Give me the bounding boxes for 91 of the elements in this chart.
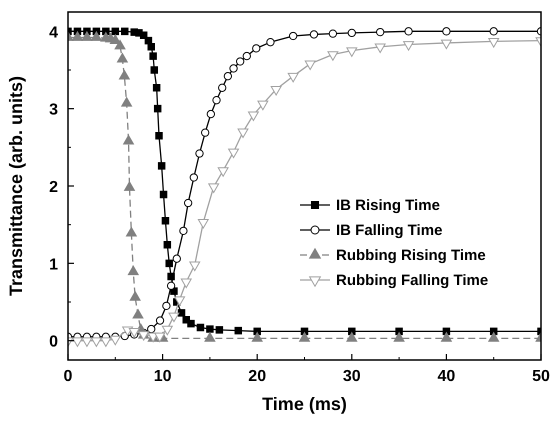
point xyxy=(394,332,405,342)
point xyxy=(130,291,141,301)
point xyxy=(270,86,282,96)
y-tick-label: 3 xyxy=(49,102,58,119)
point xyxy=(179,226,188,235)
point xyxy=(252,44,260,52)
point xyxy=(288,32,298,40)
point xyxy=(140,31,148,39)
point xyxy=(152,84,160,92)
point xyxy=(490,27,498,36)
x-tick-label: 0 xyxy=(64,368,73,385)
x-tick-label: 30 xyxy=(342,368,361,385)
point xyxy=(374,43,386,53)
point xyxy=(162,217,170,225)
point xyxy=(190,173,198,182)
point xyxy=(166,282,176,290)
point xyxy=(304,60,316,70)
point xyxy=(257,100,268,110)
point xyxy=(346,47,358,57)
point xyxy=(348,28,356,38)
point xyxy=(346,332,358,342)
point xyxy=(132,308,144,318)
point xyxy=(266,38,275,46)
point xyxy=(201,128,210,137)
point xyxy=(236,57,244,66)
point xyxy=(442,27,451,36)
point xyxy=(164,241,172,249)
point xyxy=(238,128,248,138)
point xyxy=(224,72,232,80)
y-tick-label: 1 xyxy=(49,256,58,274)
point xyxy=(160,190,168,198)
legend-label: Rubbing Rising Time xyxy=(336,247,486,264)
point xyxy=(440,332,452,342)
point xyxy=(158,162,166,170)
legend-label: IB Falling Time xyxy=(336,222,442,239)
point xyxy=(206,325,214,333)
point xyxy=(121,28,128,36)
point xyxy=(229,64,238,73)
point xyxy=(156,316,164,325)
point xyxy=(208,183,220,193)
x-tick-label: 40 xyxy=(438,368,456,385)
point xyxy=(218,167,229,177)
point xyxy=(252,332,263,342)
point xyxy=(488,332,500,342)
point xyxy=(154,104,162,112)
legend-label: IB Rising Time xyxy=(336,197,440,214)
point xyxy=(248,112,259,122)
point xyxy=(328,30,338,38)
point xyxy=(178,309,186,317)
point xyxy=(440,40,452,50)
point xyxy=(172,254,181,263)
point xyxy=(376,28,384,36)
y-tick-label: 2 xyxy=(49,179,58,196)
point xyxy=(327,51,338,61)
point xyxy=(234,326,242,334)
point xyxy=(112,28,120,36)
point xyxy=(288,72,299,82)
x-tick-label: 50 xyxy=(532,368,550,385)
point xyxy=(148,43,155,51)
point xyxy=(299,332,310,342)
legend-label: Rubbing Falling Time xyxy=(336,272,488,289)
point xyxy=(126,226,137,237)
point xyxy=(212,96,221,104)
point xyxy=(147,324,156,334)
x-tick-label: 10 xyxy=(154,368,172,385)
point xyxy=(488,38,500,48)
point xyxy=(187,320,195,328)
point xyxy=(144,36,152,44)
x-axis-title: Time (ms) xyxy=(262,394,347,414)
y-tick-label: 0 xyxy=(49,334,58,351)
point xyxy=(242,52,251,60)
y-axis-title: Transmittance (arb. units) xyxy=(6,76,26,296)
point xyxy=(204,332,216,342)
point xyxy=(165,260,173,268)
point xyxy=(404,27,413,36)
point xyxy=(128,266,139,276)
point xyxy=(162,302,171,310)
y-tick-label: 4 xyxy=(49,24,58,42)
point xyxy=(206,110,215,118)
point xyxy=(228,148,239,158)
point xyxy=(216,326,224,334)
x-tick-label: 20 xyxy=(248,368,266,385)
point xyxy=(155,132,163,140)
point xyxy=(150,66,158,74)
point xyxy=(310,30,318,39)
point xyxy=(196,324,204,332)
point xyxy=(149,52,157,60)
point xyxy=(218,84,226,92)
point xyxy=(184,198,192,208)
point xyxy=(403,41,414,51)
point xyxy=(195,149,204,158)
